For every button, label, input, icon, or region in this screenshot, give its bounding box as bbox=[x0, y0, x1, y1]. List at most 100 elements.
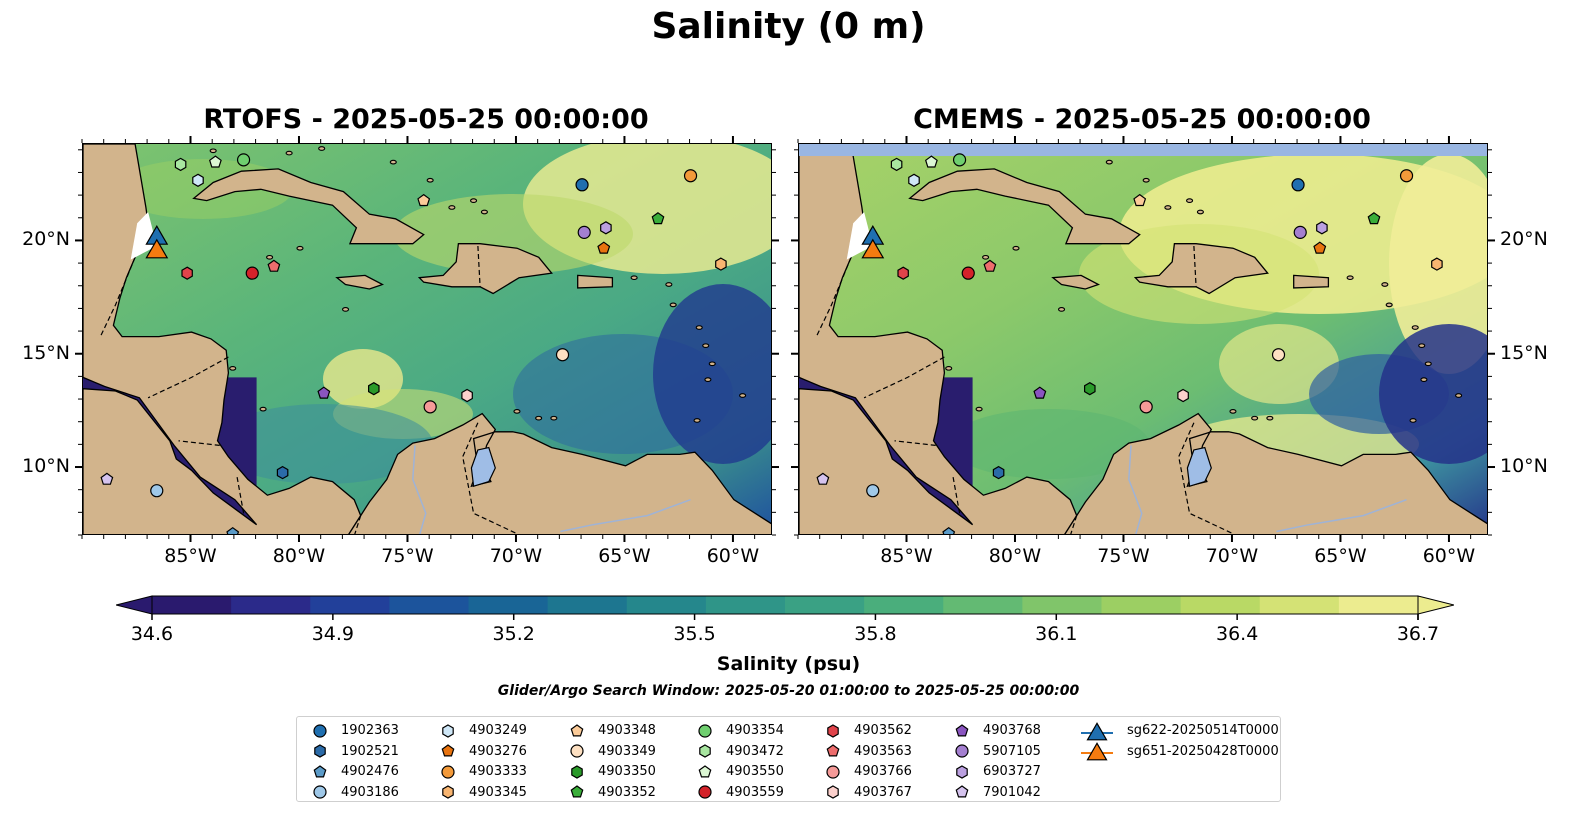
float-4903559 bbox=[961, 266, 975, 280]
float-4903350 bbox=[1084, 382, 1096, 396]
legend-marker bbox=[827, 723, 839, 738]
lon-tick-label: 70°W bbox=[489, 545, 543, 567]
islet bbox=[702, 343, 710, 349]
float-4903767 bbox=[461, 388, 473, 403]
legend-label: 1902521 bbox=[341, 743, 399, 759]
legend-item: 5907105 bbox=[951, 741, 1041, 762]
islet bbox=[229, 365, 237, 371]
colorbar-segment bbox=[152, 596, 232, 614]
map-rtofs[interactable] bbox=[82, 143, 772, 535]
colorbar-segment bbox=[1101, 596, 1182, 614]
country-border bbox=[952, 476, 961, 514]
river bbox=[1128, 445, 1143, 534]
legend-label: 4903249 bbox=[469, 723, 527, 738]
islet bbox=[209, 148, 217, 154]
islet bbox=[259, 406, 267, 412]
legend-marker bbox=[955, 744, 969, 758]
islet bbox=[975, 406, 983, 412]
islet bbox=[1266, 415, 1274, 421]
salinity-patch bbox=[1379, 324, 1487, 464]
islet bbox=[318, 146, 326, 151]
islet bbox=[1251, 415, 1259, 421]
legend-label: 7901042 bbox=[983, 784, 1041, 800]
legend-item: 4903249 bbox=[437, 720, 527, 741]
land-mexico bbox=[799, 144, 1078, 534]
pentagon-marker-icon bbox=[570, 785, 584, 798]
pentagon-marker-icon bbox=[826, 744, 840, 757]
legend-marker bbox=[571, 764, 583, 779]
map-cmems[interactable] bbox=[798, 143, 1488, 535]
legend-item: 4903766 bbox=[822, 761, 912, 782]
lat-tick-label: 20°N bbox=[1500, 228, 1548, 251]
hexagon-marker-icon bbox=[956, 764, 968, 779]
lon-tick-label: 75°W bbox=[1097, 545, 1150, 567]
salinity-patch bbox=[213, 404, 433, 484]
country-border bbox=[99, 257, 136, 337]
float-1902363 bbox=[1291, 178, 1305, 192]
colorbar-tick-label: 34.6 bbox=[130, 623, 174, 645]
lon-tick-label: 80°W bbox=[988, 545, 1042, 567]
islet bbox=[945, 365, 953, 371]
country-border bbox=[147, 356, 229, 399]
float-4903186 bbox=[866, 484, 880, 498]
float-1902521 bbox=[992, 465, 1005, 480]
float-4903559 bbox=[245, 266, 259, 280]
float-4903276 bbox=[597, 241, 611, 254]
float-4903352 bbox=[1367, 212, 1381, 225]
float-1902363 bbox=[575, 178, 589, 192]
float-6903727 bbox=[600, 221, 612, 235]
country-border bbox=[354, 515, 362, 534]
colorbar-label: Salinity (psu) bbox=[716, 653, 861, 675]
legend-item: 1902363 bbox=[309, 720, 399, 741]
legend-item: 4903472 bbox=[694, 741, 784, 762]
legend-marker bbox=[1086, 721, 1108, 740]
colorbar-frame bbox=[151, 595, 1419, 615]
float-4903349 bbox=[1271, 348, 1286, 362]
float-4903333 bbox=[1399, 169, 1414, 183]
colorbar-extend-low bbox=[116, 595, 153, 615]
legend-item: 4903350 bbox=[566, 761, 656, 782]
legend-label: 4903352 bbox=[598, 784, 656, 800]
legend-marker bbox=[441, 764, 455, 779]
legend-item: 6903727 bbox=[951, 761, 1041, 782]
colorbar-segment bbox=[231, 596, 311, 614]
river bbox=[412, 445, 427, 534]
islet bbox=[1196, 209, 1204, 215]
float-sg651-20250428T0000 bbox=[145, 238, 169, 259]
legend: 1902363 1902521 4902476 4903186 4903249 49032… bbox=[296, 716, 1281, 802]
legend-label: 4902476 bbox=[341, 764, 399, 779]
legend-label: 4903563 bbox=[854, 743, 912, 759]
legend-item: sg622-20250514T0000 bbox=[1079, 720, 1279, 741]
float-7901042 bbox=[100, 472, 114, 485]
legend-marker bbox=[313, 723, 327, 738]
islet bbox=[550, 415, 558, 421]
colorbar-segment bbox=[943, 596, 1023, 614]
nodata-band bbox=[799, 144, 1487, 156]
country-border bbox=[1178, 422, 1234, 534]
islet bbox=[982, 254, 990, 260]
colorbar-tick-label: 36.1 bbox=[1035, 623, 1078, 645]
float-4903348 bbox=[417, 193, 431, 207]
lake-maracaibo bbox=[1186, 446, 1212, 487]
legend-item: 4903348 bbox=[566, 720, 656, 741]
legend-label: 4903768 bbox=[983, 723, 1041, 738]
float-5907105 bbox=[577, 225, 591, 239]
land-puertorico bbox=[577, 274, 614, 289]
legend-marker bbox=[442, 785, 454, 799]
lat-tick-label: 15°N bbox=[1500, 341, 1548, 364]
land-jamaica bbox=[1051, 274, 1101, 290]
lake-maracaibo bbox=[470, 446, 496, 487]
legend-marker bbox=[826, 764, 840, 779]
triangle-marker-icon bbox=[1081, 742, 1113, 761]
legend-label: 4903472 bbox=[726, 743, 784, 759]
legend-label: 4903562 bbox=[854, 723, 912, 738]
float-4903345 bbox=[715, 257, 727, 271]
colorbar-extend-high bbox=[1417, 595, 1454, 615]
legend-marker bbox=[441, 744, 455, 757]
legend-item: 4903767 bbox=[822, 782, 912, 803]
lat-tick-label: 20°N bbox=[22, 228, 70, 251]
country-border bbox=[863, 356, 945, 399]
legend-label: 4903276 bbox=[469, 743, 527, 759]
land-cuba bbox=[192, 168, 425, 245]
legend-item: 4902476 bbox=[309, 761, 399, 782]
